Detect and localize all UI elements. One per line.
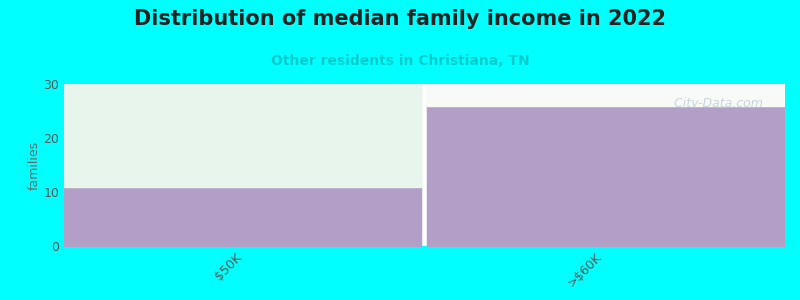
Text: Distribution of median family income in 2022: Distribution of median family income in … — [134, 9, 666, 29]
Text: City-Data.com: City-Data.com — [666, 97, 762, 110]
Y-axis label: families: families — [27, 140, 41, 190]
Text: Other residents in Christiana, TN: Other residents in Christiana, TN — [270, 54, 530, 68]
